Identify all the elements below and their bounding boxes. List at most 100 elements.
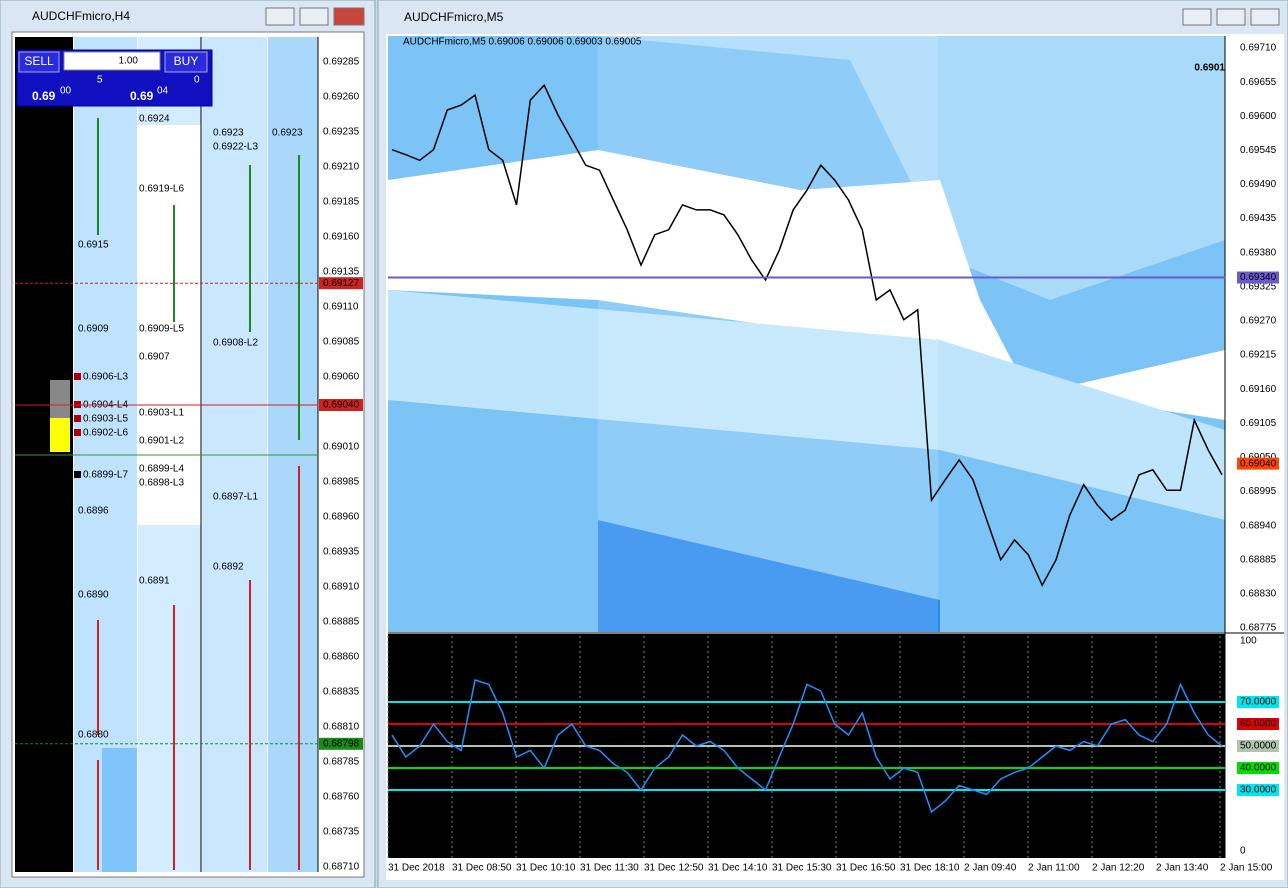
level-label: 0.6908-L2 (213, 338, 258, 349)
price-label: 0.69060 (323, 372, 360, 383)
sell-button[interactable] (18, 51, 60, 73)
close-button[interactable] (1250, 8, 1280, 26)
price-label: 0.69010 (323, 442, 360, 453)
level-label: 0.6891 (139, 576, 170, 587)
time-label: 31 Dec 11:30 (580, 863, 639, 874)
level-label: 0.6899-L7 (83, 470, 128, 481)
time-label: 2 Jan 12:20 (1092, 863, 1145, 874)
price-label: 0.68710 (323, 862, 360, 873)
price-label: 0.69490 (1240, 179, 1277, 190)
buy-button[interactable] (164, 51, 208, 73)
rsi-line (391, 679, 1223, 814)
marker-bg (1237, 457, 1279, 470)
price-label: 0.69600 (1240, 111, 1277, 122)
ask-big: 0.69 (130, 89, 154, 103)
level-label: 0.6907 (139, 352, 170, 363)
time-label: 31 Dec 14:10 (708, 863, 768, 874)
bid-big: 0.69 (32, 89, 56, 103)
price-label: 0.69215 (1240, 350, 1277, 361)
marker-bg (319, 277, 363, 290)
sell-label: SELL (24, 54, 54, 68)
price-label: 0.69380 (1240, 247, 1277, 258)
time-label: 31 Dec 18:10 (900, 863, 960, 874)
marker-label: 0.68798 (323, 738, 360, 749)
price-label: 0.68835 (323, 687, 360, 698)
level-label: 0.6896 (78, 506, 109, 517)
rsi-axis-label: 0 (1240, 846, 1246, 857)
level-marker (74, 429, 81, 436)
marker-bg (319, 737, 363, 750)
maximize-button[interactable] (1216, 8, 1246, 26)
column-bg (102, 748, 137, 872)
time-label: 31 Dec 12:50 (644, 863, 704, 874)
time-label: 31 Dec 15:30 (772, 863, 832, 874)
time-label: 31 Dec 2018 (388, 863, 445, 874)
minimize-button[interactable] (265, 7, 295, 26)
time-label: 31 Dec 10:10 (516, 863, 576, 874)
level-label: 0.6915 (78, 240, 109, 251)
marker-bg (1237, 271, 1279, 284)
chart-header: AUDCHFmicro,M5 0.69006 0.69006 0.69003 0… (403, 37, 642, 48)
price-label: 0.68760 (323, 792, 360, 803)
price-label: 0.69710 (1240, 43, 1277, 54)
level-label: 0.6897-L1 (213, 492, 258, 503)
time-label: 2 Jan 13:40 (1156, 863, 1209, 874)
level-label: 0.6924 (139, 114, 170, 125)
price-label: 0.68960 (323, 512, 360, 523)
price-label: 0.69545 (1240, 145, 1277, 156)
price-label: 0.69105 (1240, 418, 1277, 429)
price-label: 0.69270 (1240, 316, 1277, 327)
price-label: 0.68830 (1240, 589, 1277, 600)
level-label: 0.6922-L3 (213, 142, 258, 153)
band (388, 36, 1225, 300)
time-label: 2 Jan 15:00 (1220, 863, 1273, 874)
rsi-axis-label: 100 (1240, 636, 1257, 647)
maximize-button[interactable] (299, 7, 329, 26)
price-label: 0.69085 (323, 337, 360, 348)
price-label: 0.68910 (323, 582, 360, 593)
price-label: 0.68985 (323, 477, 360, 488)
ask-pip: 0 (194, 75, 200, 86)
marker-label: 60.0000 (1240, 719, 1277, 730)
marker-bg (1237, 696, 1279, 708)
price-label: 0.68775 (1240, 623, 1277, 634)
level-label: 0.6898-L3 (139, 478, 184, 489)
window-title: AUDCHFmicro,H4 (32, 9, 130, 23)
band (388, 290, 1225, 520)
level-lines (97, 118, 300, 870)
level-label: 0.6923 (272, 128, 303, 139)
lot-input[interactable] (63, 51, 161, 71)
close-button[interactable] (333, 7, 365, 26)
buy-label: BUY (174, 54, 199, 68)
price-label: 0.68885 (323, 617, 360, 628)
price-label: 0.69235 (323, 127, 360, 138)
marker-label: 0.69127 (323, 278, 360, 289)
price-label: 0.69210 (323, 162, 360, 173)
marker-bg (1237, 740, 1279, 752)
level-label: 0.6899-L4 (139, 464, 184, 475)
minimize-button[interactable] (1182, 8, 1212, 26)
time-label: 31 Dec 16:50 (836, 863, 896, 874)
level-label: 0.6906-L3 (83, 372, 128, 383)
marker-bg (1237, 762, 1279, 774)
price-label: 0.68785 (323, 757, 360, 768)
box (50, 380, 70, 418)
price-label: 0.68995 (1240, 486, 1277, 497)
band (598, 520, 940, 632)
level-label: 0.6892 (213, 562, 244, 573)
level-marker (74, 471, 81, 478)
time-label: 2 Jan 09:40 (964, 863, 1017, 874)
price-label: 0.69185 (323, 197, 360, 208)
window-title: AUDCHFmicro,M5 (404, 10, 504, 24)
level-label: 0.6903-L5 (83, 414, 128, 425)
time-label: 31 Dec 08:50 (452, 863, 512, 874)
price-label: 0.69110 (323, 302, 359, 313)
marker-bg (1237, 718, 1279, 730)
marker-label: 50.0000 (1240, 741, 1277, 752)
level-label: 0.6902-L6 (83, 428, 128, 439)
price-label: 0.69160 (1240, 384, 1277, 395)
level-label: 0.6890 (78, 590, 109, 601)
level-label: 0.6880 (78, 730, 109, 741)
